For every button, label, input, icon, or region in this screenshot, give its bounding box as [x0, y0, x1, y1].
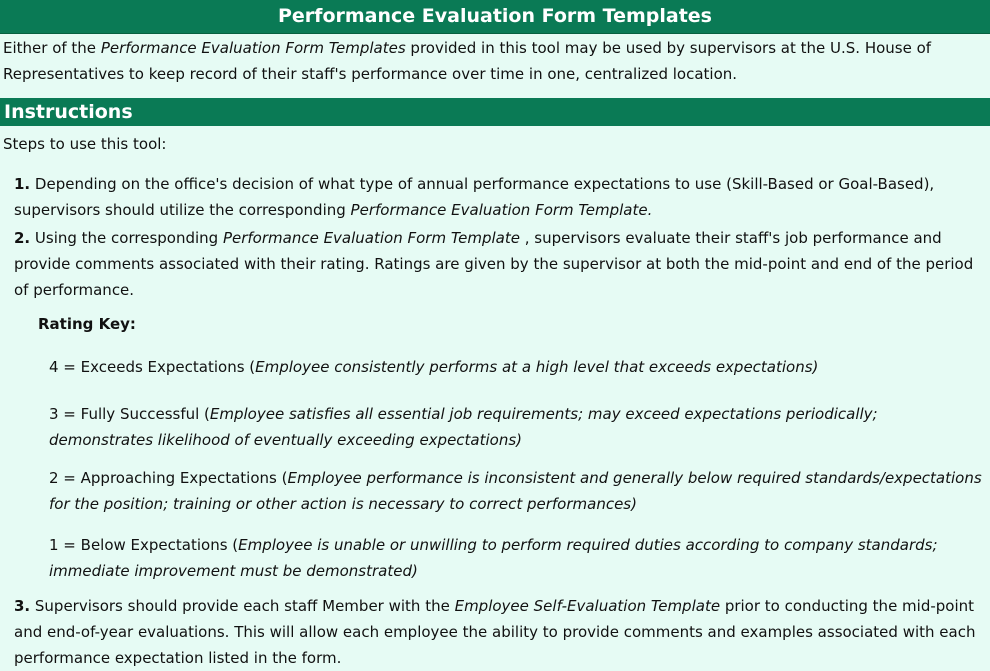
rating-4-label: 4 = Exceeds Expectations ( — [49, 358, 256, 376]
step-1-template-name: Performance Evaluation Form Template. — [350, 201, 653, 219]
steps-intro: Steps to use this tool: — [3, 135, 167, 153]
step-3-template-name: Employee Self-Evaluation Template — [454, 597, 721, 615]
step-3-text-start: Supervisors should provide each staff Me… — [30, 597, 455, 615]
rating-3-description: Employee satisfies all essential job req… — [49, 405, 878, 449]
rating-4-description: Employee consistently performs at a high… — [255, 358, 819, 376]
rating-1-label: 1 = Below Expectations ( — [49, 536, 239, 554]
rating-2-description: Employee performance is inconsistent and… — [49, 469, 982, 513]
step-2-number: 2. — [14, 229, 31, 247]
step-2-text-start: Using the corresponding — [30, 229, 223, 247]
step-1: 1. Depending on the office's decision of… — [14, 171, 986, 223]
rating-key-label: Rating Key: — [38, 315, 136, 333]
intro-paragraph: Either of the Performance Evaluation For… — [3, 35, 988, 87]
step-1-text: Depending on the office's decision of wh… — [14, 175, 935, 219]
intro-text-start: Either of the — [3, 39, 101, 57]
step-2-template-name: Performance Evaluation Form Template — [222, 229, 520, 247]
intro-template-name: Performance Evaluation Form Templates — [100, 39, 406, 57]
intro-text-end: provided in this tool may be used by sup… — [3, 39, 932, 83]
rating-1-description: Employee is unable or unwilling to perfo… — [49, 536, 938, 580]
step-3: 3. Supervisors should provide each staff… — [14, 593, 986, 671]
step-2: 2. Using the corresponding Performance E… — [14, 225, 986, 303]
rating-4: 4 = Exceeds Expectations (Employee consi… — [49, 354, 984, 380]
rating-2: 2 = Approaching Expectations (Employee p… — [49, 465, 984, 517]
page-title: Performance Evaluation Form Templates — [0, 0, 990, 34]
rating-1: 1 = Below Expectations (Employee is unab… — [49, 532, 984, 584]
rating-3: 3 = Fully Successful (Employee satisfies… — [49, 401, 984, 453]
instructions-heading: Instructions — [0, 98, 990, 126]
step-2-text-end: , supervisors evaluate their staff's job… — [14, 229, 974, 299]
step-1-number: 1. — [14, 175, 31, 193]
step-3-number: 3. — [14, 597, 31, 615]
rating-2-label: 2 = Approaching Expectations ( — [49, 469, 288, 487]
rating-3-label: 3 = Fully Successful ( — [49, 405, 210, 423]
